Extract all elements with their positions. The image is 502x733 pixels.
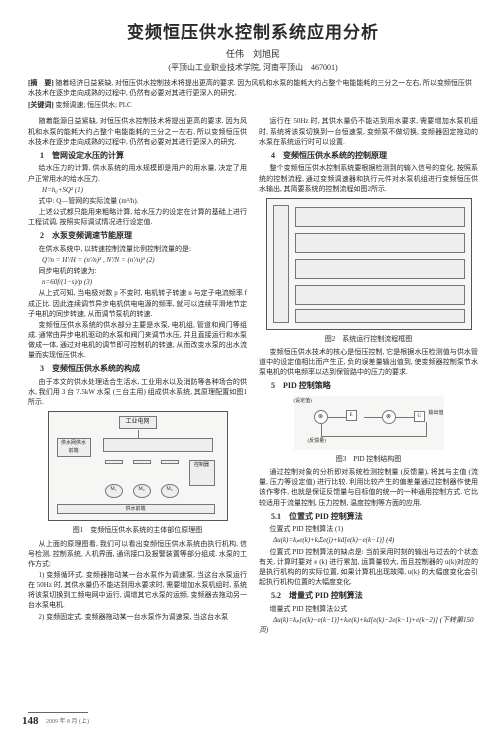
figure-2-caption: 图2 系统运行控制流程框图: [259, 334, 478, 344]
s2-p4: 变频恒压供水系统的供水部分主要是水泵, 电机组, 管道和阀门等组成. 通常由异步…: [28, 320, 247, 361]
s1-p1: 给水压力的计算, 供水系统的用水规模即是用户的用水量, 决定了用户正常用水的给水…: [28, 163, 247, 183]
fig1-m1: M₁: [105, 484, 123, 498]
equation-3: n=60f/(1−s)/p (3): [28, 277, 247, 287]
s3-p1: 由于本文的供水处理适合生活水, 工业用水以及消防等各种场合的供水, 我们用 3 …: [28, 377, 247, 407]
s1-p3: 上述公式都只能用来粗略计算, 给水压力的设定在计算的基础上进行工程试调, 按照实…: [28, 207, 247, 227]
fig1-bottom-bar: 供水前端: [57, 504, 215, 514]
fig3-sum-2: ⊗: [382, 410, 396, 424]
r-p1: 运行在 50Hz 时, 其供水量仍不能达到用水要求, 需要增加水泵机组时, 系统…: [259, 116, 478, 146]
fig1-ctrl: 控制器: [189, 460, 215, 486]
section-5-2-title: 5.2 增量式 PID 控制算法: [259, 590, 478, 602]
keywords: [关键词] 变频调速; 恒压供水; PLC: [28, 101, 478, 111]
fig1-relay-3: [161, 460, 179, 464]
keywords-label: [关键词]: [28, 101, 54, 109]
affiliation: (平顶山工业职业技术学院, 河南平顶山 467001): [28, 62, 478, 73]
right-column: 运行在 50Hz 时, 其供水量仍不能达到用水要求, 需要增加水泵机组时, 系统…: [259, 116, 478, 636]
section-2-title: 2 水泵变频调速节能原理: [28, 230, 247, 242]
fig3-plant-box: G: [414, 411, 426, 422]
fig2-row-1: [295, 207, 465, 227]
s3-p4: 2) 变频固定式. 变频器拖动某一台水泵作为调速泵, 当这台水泵: [28, 612, 247, 622]
s3-p3: 1) 变频循环式. 变频器拖动某一台水泵作为调速泵, 当这台水泵运行在 50Hz…: [28, 570, 247, 611]
s4-p2: 变频恒压供水技术的核心是恒压控制, 它是根据水压检测值与供水管道中的设定值相比而…: [259, 347, 478, 377]
equation-2: Q'/n = H'/H = (n'/n)² , N'/N = (n'/n)³ (…: [28, 255, 247, 265]
s1-p2: 式中: Q—管网的实际流量 (m³/h).: [28, 196, 247, 206]
fig1-box-bus: [103, 438, 213, 452]
equation-4: Δu(k)=kₚe(k)+kᵢΣe(j)+kd[e(k)−e(k−1)] (4): [259, 535, 478, 545]
fig2-row-3: [295, 259, 465, 279]
left-column: 随着能源日益紧缺, 对恒压供水控制技术将提出更高的要求. 因为风机和水泵的能耗大…: [28, 116, 247, 636]
footer-rule: [28, 712, 88, 713]
fig1-relay-1: [105, 460, 123, 464]
fig1-top-label: 工业电网: [118, 416, 156, 429]
section-3-title: 3 变频恒压供水系统的构成: [28, 363, 247, 375]
fig1-relay-2: [133, 460, 151, 464]
s51-p1: 位置式 PID 控制算法 (1): [259, 524, 478, 534]
section-5-1-title: 5.1 位置式 PID 控制算法: [259, 511, 478, 523]
figure-3-caption: 图3 PID 控制结构图: [259, 454, 478, 464]
abstract: [摘 要] 随着经济日益紧缺, 对恒压供水控制技术将提出更高的要求. 因为风机和…: [28, 79, 478, 99]
figure-2: [266, 198, 472, 330]
keywords-text: 变频调速; 恒压供水; PLC: [55, 101, 131, 109]
s3-p2: 从上面的原理图看, 我们可以看出变频恒压供水系统由执行机构, 信号检测, 控制系…: [28, 539, 247, 569]
s2-p3: 从上式可知, 当电极对数 p 不变时, 电机转子转速 n 与定子电流频率 f 成…: [28, 288, 247, 318]
fig2-row-5: [295, 309, 465, 323]
fig2-row-2: [295, 233, 465, 253]
section-4-title: 4 变频恒压供水系统的控制原理: [259, 150, 478, 162]
fig1-m2: M₂: [133, 484, 151, 498]
fig3-in-label: (设定值): [294, 398, 312, 405]
fig3-fb-label: (反馈量): [308, 438, 326, 445]
paper-title: 变频恒压供水控制系统应用分析: [28, 18, 478, 43]
s4-p1: 整个变频恒压供水控制系统要根据检测到的输入信号的变化, 按照系统的控制流程, 通…: [259, 163, 478, 193]
s52-p1: 增量式 PID 控制算法公式: [259, 604, 478, 614]
fig1-box-left: 供水网供水前端: [57, 438, 91, 457]
s5-p1: 通过控制对象的分析即对系统检测控制量 (反馈量), 将其与主值 (流量, 压力等…: [259, 467, 478, 508]
section-5-title: 5 PID 控制策略: [259, 380, 478, 392]
fig3-sum-1: ⊗: [314, 410, 328, 424]
figure-1: 工业电网 供水网供水前端 控制器 M₁ M₂ M₃ 供水前端: [48, 411, 228, 521]
s2-p1: 在供水系统中, 以转速控制流量比例控制流量的是:: [28, 244, 247, 254]
s51-p2: 位置式 PID 控制算法的缺点是: 当前采用时刻的输出与过去的个状态有关, 计算…: [259, 547, 478, 588]
fig2-left-rail: [273, 205, 289, 323]
intro-para: 随着能源日益紧缺, 对恒压供水控制技术将提出更高的要求. 因为风机和水泵的能耗大…: [28, 116, 247, 146]
equation-5: Δu(k)=kₚ[e(k)−e(k−1)]+kᵢe(k)+kd[e(k)−2e(…: [259, 615, 478, 635]
abstract-text: 随着经济日益紧缺, 对恒压供水控制技术将提出更高的要求. 因为风机和水泵的能耗大…: [28, 79, 472, 97]
fig3-pid-box: E: [346, 410, 357, 421]
equation-1: H=h₀+SQ² (1): [28, 185, 247, 195]
abstract-label: [摘 要]: [28, 79, 54, 87]
section-1-title: 1 管网设定水压的计算: [28, 150, 247, 162]
footer-date: 2009 年 8 月 (上): [46, 716, 89, 725]
authors: 任伟 刘旭民: [28, 47, 478, 60]
s2-p2: 同步电机的转速为:: [28, 266, 247, 276]
page-number: 148: [22, 715, 39, 727]
figure-1-caption: 图1 变频恒压供水系统的主体部位原理图: [28, 525, 247, 535]
figure-3: (设定值) ⊗ E ⊗ G 输出值 (反馈量): [294, 396, 444, 450]
fig1-m3: M₃: [161, 484, 179, 498]
fig2-row-4: [295, 285, 465, 305]
fig3-out-label: 输出值: [428, 410, 443, 417]
